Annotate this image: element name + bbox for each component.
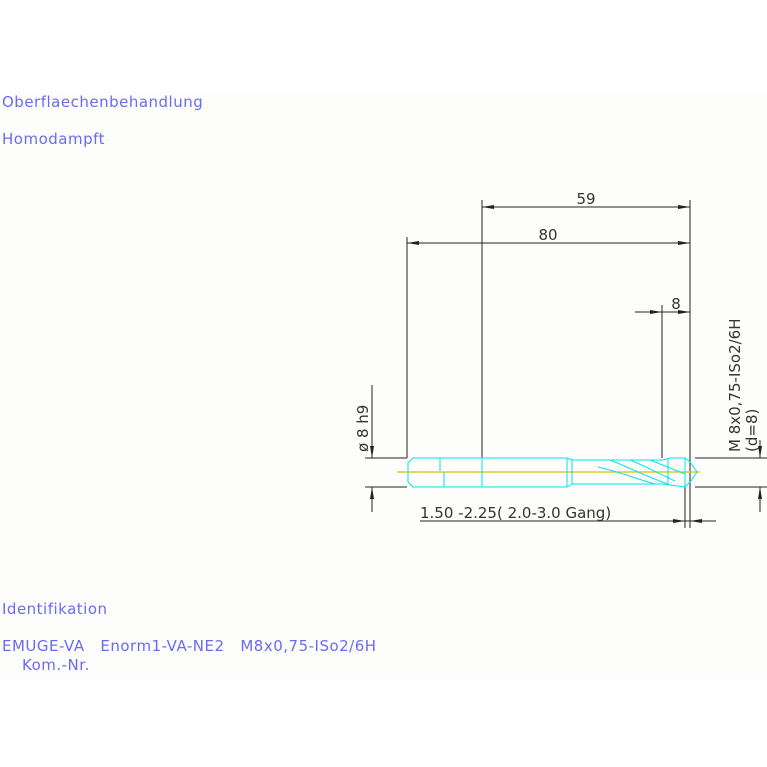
tap-tool-outline [407,457,698,488]
dimension-arrows [370,205,762,523]
kom-nr: Kom.-Nr. [22,656,90,674]
dim-total-length: 80 [538,226,557,244]
dimension-lines [365,200,767,528]
dim-chamfer: 1.50 -2.25( 2.0-3.0 Gang) [420,504,611,522]
dim-thread-size: M 8x0,75-ISo2/6H [726,319,744,452]
dim-thread-length: 59 [576,190,595,208]
drawing-sheet [0,92,767,682]
dim-shank-diameter: ø 8 h9 [354,405,372,452]
dim-tip-length: 8 [671,295,681,313]
surface-value: Homodampft [2,130,105,148]
ident-line: EMUGE-VA Enorm1-VA-NE2 M8x0,75-ISo2/6H [2,637,377,655]
dim-thread-d: (d=8) [743,409,761,452]
surface-heading: Oberflaechenbehandlung [2,93,204,111]
ident-heading: Identifikation [2,600,108,618]
